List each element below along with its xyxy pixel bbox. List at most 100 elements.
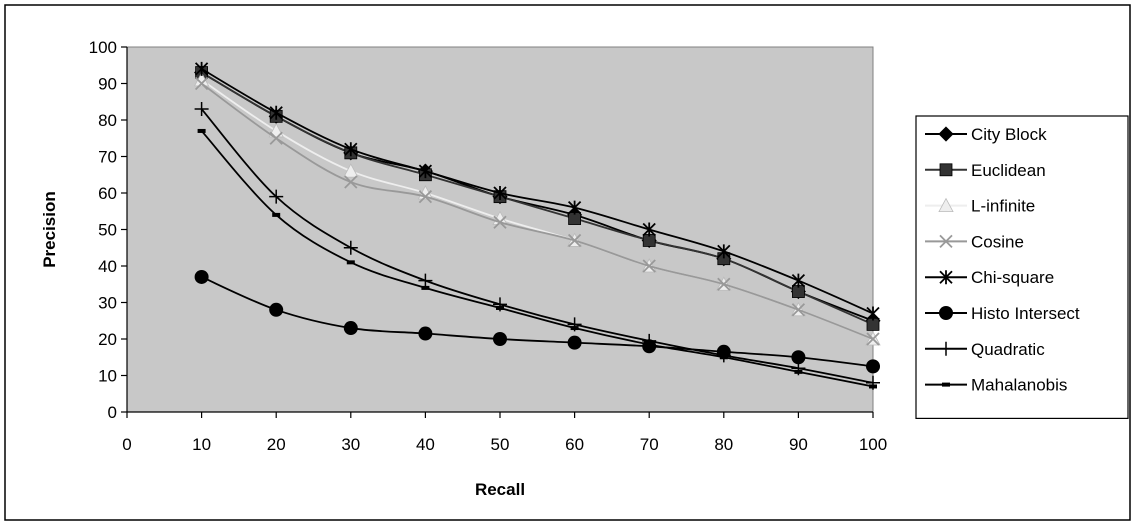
data-point-mahalanobis bbox=[197, 128, 206, 133]
data-point-histo-intersect bbox=[567, 335, 582, 350]
legend-label: Chi-square bbox=[971, 268, 1054, 287]
legend-swatch-marker bbox=[939, 234, 953, 249]
series-line-euclidean bbox=[201, 71, 874, 326]
data-point-histo-intersect bbox=[269, 302, 284, 317]
data-point-histo-intersect bbox=[343, 321, 358, 336]
data-point-chi-square bbox=[642, 222, 656, 237]
legend-swatch-marker bbox=[939, 306, 953, 320]
data-point-histo-intersect bbox=[493, 332, 507, 346]
x-tick-label: 0 bbox=[122, 435, 131, 454]
legend-label: Cosine bbox=[971, 232, 1024, 251]
x-tick-label: 20 bbox=[267, 435, 286, 454]
data-point-chi-square bbox=[269, 105, 283, 120]
data-point-cosine bbox=[269, 131, 283, 145]
legend-item-chi-square: Chi-square bbox=[925, 268, 1054, 287]
legend-item-cosine: Cosine bbox=[925, 232, 1024, 251]
data-point-l-infinite bbox=[343, 163, 359, 178]
data-point-quadratic bbox=[418, 273, 433, 288]
data-point-cosine bbox=[344, 175, 358, 189]
data-point-chi-square bbox=[791, 273, 806, 288]
data-point-mahalanobis bbox=[570, 326, 579, 331]
y-tick-label: 80 bbox=[98, 111, 117, 130]
data-point-cosine bbox=[791, 303, 806, 317]
y-axis: 0 10 20 30 40 50 60 70 80 90 100 bbox=[89, 38, 128, 422]
data-point-chi-square bbox=[194, 61, 209, 76]
x-axis: 0 10 20 30 40 50 60 70 80 90 100 bbox=[122, 411, 887, 454]
legend-item-l-infinite: L-infinite bbox=[925, 197, 1035, 216]
y-tick-label: 70 bbox=[98, 148, 117, 167]
legend-label: Euclidean bbox=[971, 161, 1046, 180]
series-line-mahalanobis bbox=[200, 130, 874, 388]
x-tick-label: 50 bbox=[491, 435, 510, 454]
legend-label: Quadratic bbox=[971, 340, 1045, 359]
data-point-cosine bbox=[194, 76, 209, 91]
data-point-quadratic bbox=[343, 240, 358, 255]
x-tick-label: 70 bbox=[640, 435, 659, 454]
y-tick-label: 50 bbox=[98, 221, 117, 240]
x-tick-label: 30 bbox=[341, 435, 360, 454]
legend-item-city-block: City Block bbox=[925, 125, 1047, 144]
plot-area bbox=[126, 46, 874, 413]
series-quadratic bbox=[194, 102, 880, 390]
series-line-quadratic bbox=[200, 108, 874, 384]
y-tick-label: 40 bbox=[98, 257, 117, 276]
legend-swatch-marker bbox=[938, 126, 954, 142]
y-tick-label: 10 bbox=[98, 367, 117, 386]
data-point-chi-square bbox=[493, 186, 507, 200]
data-point-histo-intersect bbox=[791, 350, 806, 365]
data-point-histo-intersect bbox=[418, 326, 433, 341]
series-line-cosine bbox=[201, 82, 874, 340]
legend-label: Histo Intersect bbox=[971, 304, 1080, 323]
y-tick-label: 20 bbox=[98, 330, 117, 349]
data-point-mahalanobis bbox=[794, 369, 803, 374]
data-point-histo-intersect bbox=[866, 359, 880, 374]
x-axis-title: Recall bbox=[475, 480, 525, 499]
x-tick-label: 100 bbox=[859, 435, 887, 454]
data-point-mahalanobis bbox=[421, 285, 430, 290]
y-tick-label: 60 bbox=[98, 184, 117, 203]
data-point-mahalanobis bbox=[346, 260, 355, 265]
legend-label: Mahalanobis bbox=[971, 376, 1067, 395]
data-point-mahalanobis bbox=[719, 355, 728, 360]
series-line-histo-intersect bbox=[201, 276, 874, 368]
series-mahalanobis bbox=[197, 128, 877, 389]
data-point-mahalanobis bbox=[869, 384, 877, 389]
data-point-chi-square bbox=[866, 306, 880, 321]
legend-item-euclidean: Euclidean bbox=[925, 161, 1046, 180]
legend-item-quadratic: Quadratic bbox=[925, 340, 1045, 359]
y-tick-label: 90 bbox=[98, 75, 117, 94]
data-point-chi-square bbox=[418, 164, 433, 179]
data-point-mahalanobis bbox=[645, 342, 654, 347]
legend-item-mahalanobis: Mahalanobis bbox=[925, 376, 1067, 395]
data-point-mahalanobis bbox=[496, 305, 504, 310]
data-point-cosine bbox=[866, 332, 880, 346]
legend-label: City Block bbox=[971, 125, 1047, 144]
data-point-chi-square bbox=[717, 244, 731, 259]
legend-label: L-infinite bbox=[971, 197, 1035, 216]
x-tick-label: 80 bbox=[714, 435, 733, 454]
legend-swatch-marker bbox=[939, 163, 953, 177]
y-axis-title: Precision bbox=[40, 191, 59, 268]
data-point-cosine bbox=[493, 215, 507, 229]
series-line-chi-square bbox=[201, 68, 874, 315]
data-point-histo-intersect bbox=[194, 269, 209, 284]
x-tick-label: 90 bbox=[789, 435, 808, 454]
data-point-cosine bbox=[567, 233, 582, 248]
y-tick-label: 100 bbox=[89, 38, 117, 57]
data-point-cosine bbox=[418, 190, 433, 204]
x-tick-label: 40 bbox=[416, 435, 435, 454]
legend-swatch-marker bbox=[939, 341, 953, 356]
series-cosine bbox=[194, 76, 880, 346]
data-point-chi-square bbox=[567, 200, 582, 215]
x-tick-label: 60 bbox=[565, 435, 584, 454]
x-tick-label: 10 bbox=[192, 435, 211, 454]
data-point-cosine bbox=[642, 259, 656, 273]
y-tick-label: 0 bbox=[108, 403, 117, 422]
series-layer bbox=[193, 61, 881, 390]
data-point-cosine bbox=[717, 277, 731, 291]
legend-swatch-marker bbox=[942, 382, 950, 387]
legend-item-histo-intersect: Histo Intersect bbox=[925, 304, 1080, 323]
legend: City Block Euclidean L-infinite Cosine Chi-s… bbox=[915, 115, 1129, 419]
